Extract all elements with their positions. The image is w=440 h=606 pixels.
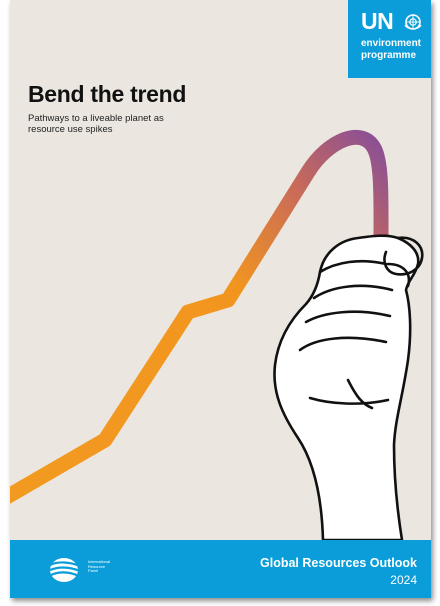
unep-line-environment: environment	[361, 38, 422, 49]
report-cover: UN environment programme Bend the trend …	[10, 0, 431, 598]
irp-name: International Resource Panel	[88, 559, 128, 574]
trend-illustration	[10, 129, 424, 542]
report-title: Global Resources Outlook	[260, 556, 417, 570]
hand-bending-trend-line-icon	[273, 234, 424, 542]
irp-globe-icon	[49, 558, 81, 582]
un-letters: UN	[361, 8, 394, 34]
subtitle-line-1: Pathways to a liveable planet as	[28, 113, 164, 124]
unep-logo: UN environment programme	[348, 0, 431, 78]
subtitle-line-2: resource use spikes	[28, 124, 113, 135]
report-year: 2024	[390, 573, 417, 587]
unep-line-programme: programme	[361, 50, 417, 61]
trend-line	[10, 129, 389, 504]
cover-title: Bend the trend	[28, 81, 187, 107]
cover-footer: International Resource Panel Global Reso…	[10, 540, 431, 598]
irp-line-1: International	[88, 559, 111, 564]
un-emblem-icon	[404, 14, 422, 30]
irp-line-2: Resource	[88, 563, 106, 569]
cover-subtitle: Pathways to a liveable planet as resourc…	[28, 113, 228, 135]
irp-line-3: Panel	[88, 568, 99, 574]
